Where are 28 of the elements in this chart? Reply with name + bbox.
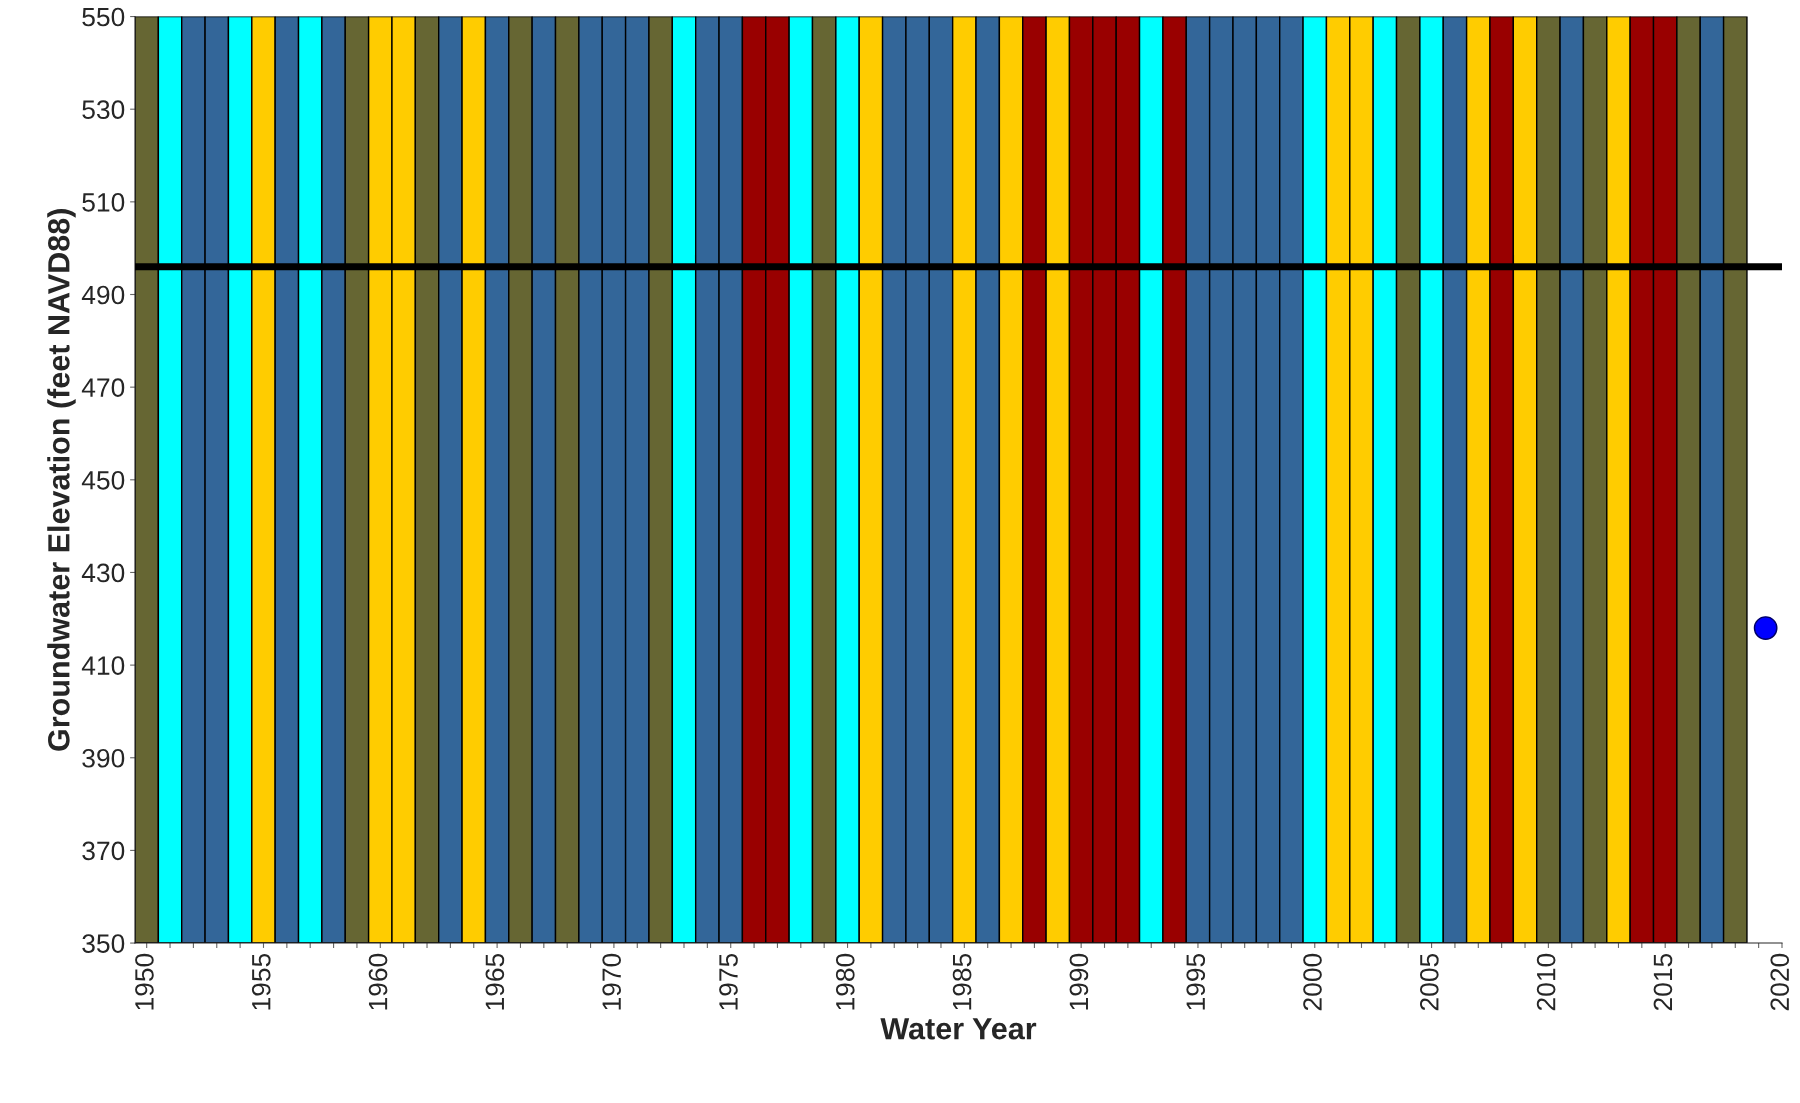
y-tick-label: 470	[81, 378, 125, 397]
y-tick-label: 370	[82, 841, 125, 861]
y-axis-title: Groundwater Elevation (feet NAVD88)	[47, 209, 76, 751]
x-tick-label: 2010	[1536, 953, 1556, 1011]
y-tick-label: 390	[82, 748, 125, 768]
x-tick-label: 1970	[602, 953, 621, 1010]
x-tick-label: 2005	[1419, 953, 1439, 1011]
x-tick-label: 1965	[485, 953, 505, 1010]
y-tick-label: 410	[81, 656, 125, 675]
y-tick-label: 550	[82, 7, 125, 27]
y-tick-label: 430	[81, 563, 125, 583]
x-tick-label: 1980	[835, 953, 855, 1010]
x-tick-label: 1955	[251, 953, 271, 1010]
x-tick-label: 2015	[1653, 953, 1673, 1011]
x-tick-label: 1950	[135, 953, 154, 1010]
y-tick-label: 530	[82, 100, 125, 120]
y-tick-label: 450	[81, 470, 125, 490]
x-tick-label: 2020	[1770, 953, 1790, 1011]
y-tick-label: 350	[82, 934, 125, 953]
x-tick-label: 1995	[1186, 953, 1206, 1010]
x-axis-title: Water Year	[880, 1018, 1037, 1040]
y-tick-label: 510	[82, 192, 125, 212]
x-tick-label: 2000	[1303, 953, 1322, 1011]
x-tick-label: 1985	[952, 953, 972, 1010]
x-tick-label: 1975	[719, 953, 738, 1010]
x-tick-label: 1960	[368, 953, 388, 1010]
y-tick-label: 490	[81, 285, 125, 305]
x-tick-label: 1990	[1069, 953, 1089, 1010]
